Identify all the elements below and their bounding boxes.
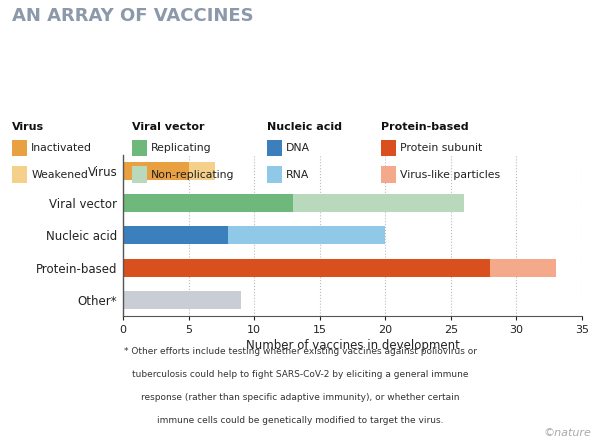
- Text: Non-replicating: Non-replicating: [151, 170, 235, 179]
- Text: Protein-based: Protein-based: [381, 122, 469, 132]
- Bar: [228, 226, 385, 244]
- Text: Protein subunit: Protein subunit: [400, 143, 482, 153]
- Bar: [123, 194, 293, 212]
- Bar: [123, 162, 188, 180]
- X-axis label: Number of vaccines in development: Number of vaccines in development: [245, 339, 460, 352]
- Bar: [188, 162, 215, 180]
- Text: Weakened: Weakened: [31, 170, 88, 179]
- Bar: [123, 291, 241, 309]
- Text: DNA: DNA: [286, 143, 310, 153]
- Text: immune cells could be genetically modified to target the virus.: immune cells could be genetically modifi…: [157, 416, 443, 425]
- Text: ©nature: ©nature: [543, 427, 591, 438]
- Text: response (rather than specific adaptive immunity), or whether certain: response (rather than specific adaptive …: [141, 393, 459, 402]
- Text: Viral vector: Viral vector: [132, 122, 205, 132]
- Text: AN ARRAY OF VACCINES: AN ARRAY OF VACCINES: [12, 7, 254, 25]
- Text: tuberculosis could help to fight SARS-CoV-2 by eliciting a general immune: tuberculosis could help to fight SARS-Co…: [132, 370, 468, 379]
- Text: RNA: RNA: [286, 170, 310, 179]
- Text: Nucleic acid: Nucleic acid: [267, 122, 342, 132]
- Text: Replicating: Replicating: [151, 143, 212, 153]
- Text: * Other efforts include testing whether existing vaccines against poliovirus or: * Other efforts include testing whether …: [124, 347, 476, 356]
- Text: Virus-like particles: Virus-like particles: [400, 170, 500, 179]
- Bar: [490, 259, 556, 277]
- Bar: [123, 259, 490, 277]
- Text: Virus: Virus: [12, 122, 44, 132]
- Bar: [123, 226, 228, 244]
- Bar: [293, 194, 464, 212]
- Text: Inactivated: Inactivated: [31, 143, 92, 153]
